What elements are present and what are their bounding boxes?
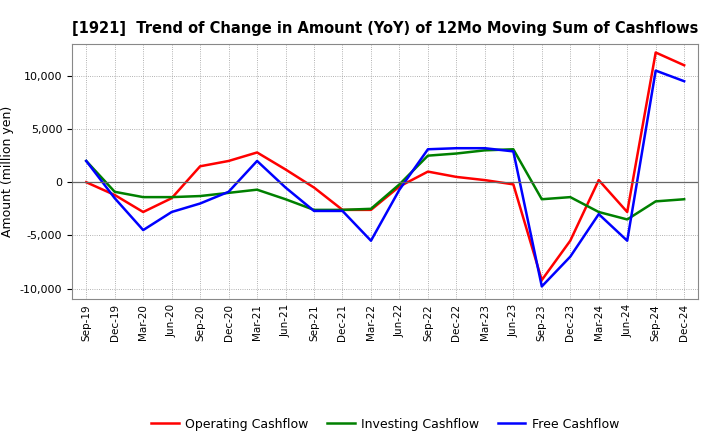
Free Cashflow <box>566 254 575 259</box>
Free Cashflow <box>225 189 233 194</box>
Free Cashflow <box>652 68 660 73</box>
Operating Cashflow <box>566 238 575 243</box>
Free Cashflow <box>338 208 347 213</box>
Operating Cashflow <box>537 278 546 283</box>
Investing Cashflow <box>595 209 603 215</box>
Investing Cashflow <box>225 190 233 195</box>
Operating Cashflow <box>196 164 204 169</box>
Free Cashflow <box>423 147 432 152</box>
Operating Cashflow <box>623 209 631 215</box>
Operating Cashflow <box>225 158 233 164</box>
Operating Cashflow <box>338 207 347 213</box>
Legend: Operating Cashflow, Investing Cashflow, Free Cashflow: Operating Cashflow, Investing Cashflow, … <box>146 413 624 436</box>
Free Cashflow <box>366 238 375 243</box>
Investing Cashflow <box>196 194 204 199</box>
Operating Cashflow <box>282 167 290 172</box>
Investing Cashflow <box>253 187 261 192</box>
Free Cashflow <box>595 212 603 217</box>
Operating Cashflow <box>423 169 432 174</box>
Line: Investing Cashflow: Investing Cashflow <box>86 149 684 220</box>
Y-axis label: Amount (million yen): Amount (million yen) <box>1 106 14 237</box>
Investing Cashflow <box>167 194 176 200</box>
Investing Cashflow <box>566 194 575 200</box>
Free Cashflow <box>395 187 404 192</box>
Free Cashflow <box>680 79 688 84</box>
Operating Cashflow <box>652 50 660 55</box>
Operating Cashflow <box>167 195 176 201</box>
Line: Free Cashflow: Free Cashflow <box>86 70 684 286</box>
Operating Cashflow <box>452 174 461 180</box>
Investing Cashflow <box>509 147 518 152</box>
Operating Cashflow <box>110 192 119 198</box>
Operating Cashflow <box>82 180 91 185</box>
Investing Cashflow <box>652 199 660 204</box>
Free Cashflow <box>537 284 546 289</box>
Investing Cashflow <box>423 153 432 158</box>
Title: [1921]  Trend of Change in Amount (YoY) of 12Mo Moving Sum of Cashflows: [1921] Trend of Change in Amount (YoY) o… <box>72 21 698 36</box>
Operating Cashflow <box>253 150 261 155</box>
Free Cashflow <box>253 158 261 164</box>
Operating Cashflow <box>366 207 375 213</box>
Free Cashflow <box>167 209 176 215</box>
Operating Cashflow <box>395 184 404 189</box>
Free Cashflow <box>196 201 204 206</box>
Investing Cashflow <box>110 189 119 194</box>
Operating Cashflow <box>310 185 318 190</box>
Free Cashflow <box>509 149 518 154</box>
Free Cashflow <box>110 195 119 201</box>
Investing Cashflow <box>452 151 461 156</box>
Free Cashflow <box>452 146 461 151</box>
Free Cashflow <box>282 185 290 190</box>
Operating Cashflow <box>509 182 518 187</box>
Operating Cashflow <box>680 62 688 68</box>
Operating Cashflow <box>139 209 148 215</box>
Investing Cashflow <box>680 197 688 202</box>
Investing Cashflow <box>480 148 489 153</box>
Free Cashflow <box>82 158 91 164</box>
Line: Operating Cashflow: Operating Cashflow <box>86 52 684 280</box>
Investing Cashflow <box>537 197 546 202</box>
Operating Cashflow <box>595 177 603 183</box>
Operating Cashflow <box>480 177 489 183</box>
Free Cashflow <box>480 146 489 151</box>
Free Cashflow <box>310 208 318 213</box>
Investing Cashflow <box>623 217 631 222</box>
Investing Cashflow <box>310 207 318 213</box>
Investing Cashflow <box>82 158 91 164</box>
Investing Cashflow <box>282 197 290 202</box>
Investing Cashflow <box>139 194 148 200</box>
Investing Cashflow <box>366 206 375 212</box>
Investing Cashflow <box>338 207 347 213</box>
Investing Cashflow <box>395 182 404 187</box>
Free Cashflow <box>623 238 631 243</box>
Free Cashflow <box>139 227 148 233</box>
